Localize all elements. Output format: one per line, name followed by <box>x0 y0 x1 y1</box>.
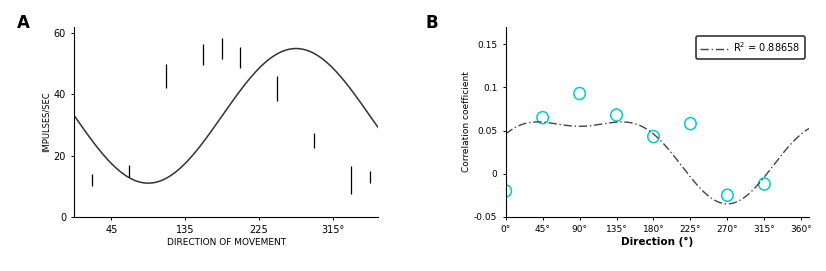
Y-axis label: IMPULSES/SEC: IMPULSES/SEC <box>42 92 51 152</box>
Text: A: A <box>17 14 30 31</box>
X-axis label: Direction (°): Direction (°) <box>621 237 694 247</box>
Legend: R$^2$ = 0.88658: R$^2$ = 0.88658 <box>695 36 805 59</box>
Y-axis label: Correlation coefficient: Correlation coefficient <box>463 72 471 172</box>
Text: B: B <box>425 14 438 31</box>
X-axis label: DIRECTION OF MOVEMENT: DIRECTION OF MOVEMENT <box>167 238 286 247</box>
